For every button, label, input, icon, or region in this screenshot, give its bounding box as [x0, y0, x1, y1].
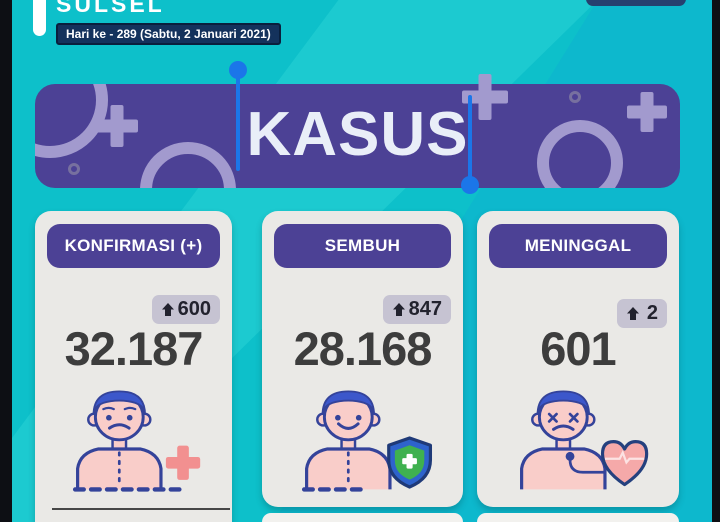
up-arrow-icon: [392, 302, 405, 316]
card-header-pill: MENINGGAL: [489, 224, 667, 268]
next-row-card-top: [262, 513, 463, 522]
selection-handle-dot[interactable]: [229, 61, 247, 79]
delta-badge: 847: [382, 295, 451, 324]
left-black-edge: [0, 0, 12, 522]
up-arrow-icon: [161, 302, 174, 316]
shield-plus-icon: [386, 436, 432, 489]
day-badge: Hari ke - 289 (Sabtu, 2 Januari 2021): [56, 23, 281, 45]
text-selection-handle-left[interactable]: [236, 73, 240, 171]
recovered-person-shield-icon: [301, 390, 432, 492]
card-label: MENINGGAL: [524, 236, 632, 255]
banner-decoration: [35, 84, 667, 188]
card-label: SEMBUH: [324, 236, 401, 255]
text-selection-handle-right[interactable]: [468, 95, 472, 183]
plus-decoration: [462, 74, 508, 120]
card-konfirmasi: KONFIRMASI (+) 600 32.187: [35, 211, 232, 522]
kasus-banner: KASUS: [35, 84, 680, 188]
top-cropped-badge: [586, 0, 686, 6]
sick-person-red-cross-icon: [72, 390, 200, 492]
red-cross-icon: [165, 445, 200, 480]
delta-value: 847: [408, 298, 442, 320]
up-arrow-icon: [626, 306, 639, 320]
card-sembuh: SEMBUH 847 28.168: [262, 211, 463, 507]
divider-line: [52, 508, 230, 510]
delta-badge: 600: [151, 295, 220, 324]
delta-value: 2: [646, 302, 658, 324]
right-black-edge: [712, 0, 720, 522]
card-header-pill: KONFIRMASI (+): [47, 224, 220, 268]
flatline-heart-icon: [600, 440, 649, 487]
card-label: KONFIRMASI (+): [64, 236, 203, 255]
selection-handle-dot[interactable]: [461, 176, 479, 194]
stat-value: 601: [540, 322, 616, 375]
region-title: SULSEL: [56, 0, 165, 17]
stat-value: 28.168: [293, 322, 433, 375]
deceased-person-flatline-heart-icon: [520, 390, 649, 490]
stat-value: 32.187: [64, 322, 204, 375]
title-accent-bar: [33, 0, 46, 36]
card-meninggal: MENINGGAL 2 601: [477, 211, 679, 507]
next-row-card-top: [477, 513, 679, 522]
card-header-pill: SEMBUH: [274, 224, 451, 268]
banner-title: KASUS: [246, 100, 469, 169]
delta-value: 600: [177, 298, 211, 320]
delta-badge: 2: [616, 299, 667, 328]
